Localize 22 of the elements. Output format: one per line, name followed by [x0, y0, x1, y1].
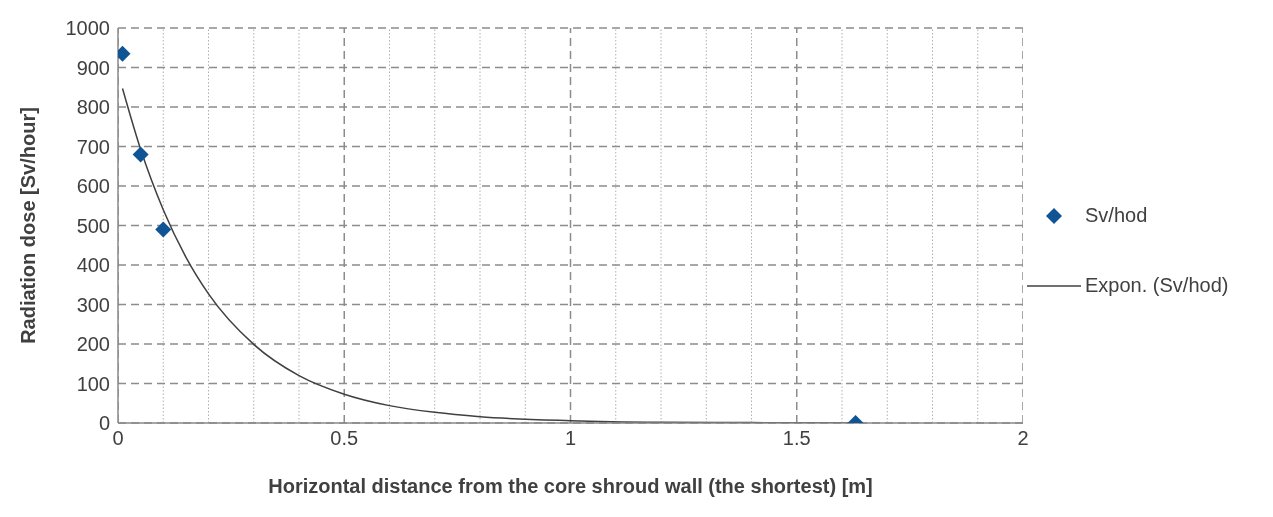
y-tick-label: 500 — [76, 214, 110, 237]
y-axis-title: Radiation dose [Sv/hour] — [17, 107, 40, 344]
legend-label: Expon. (Sv/hod) — [1085, 274, 1229, 297]
y-tick-label: 100 — [76, 372, 110, 395]
point — [155, 221, 172, 238]
y-tick-label: 700 — [76, 135, 110, 158]
y-tick-label: 1000 — [65, 17, 110, 40]
legend-label: Sv/hod — [1085, 204, 1148, 227]
y-tick-label: 300 — [76, 293, 110, 316]
x-tick-label: 0.5 — [330, 427, 359, 450]
x-tick-label: 1.5 — [782, 427, 811, 450]
x-tick-label: 1 — [564, 427, 577, 450]
y-tick-label: 0 — [98, 412, 110, 435]
x-tick-label: 0 — [112, 427, 124, 450]
x-tick-label: 2 — [1017, 427, 1029, 450]
point — [132, 146, 149, 163]
y-tick-label: 400 — [76, 254, 110, 277]
y-tick-label: 800 — [76, 96, 110, 119]
y-tick-label: 600 — [76, 175, 110, 198]
y-tick-label: 200 — [76, 333, 110, 356]
x-axis-title: Horizontal distance from the core shroud wall (the shortest) [m] — [268, 475, 873, 497]
y-tick-label: 900 — [76, 56, 110, 79]
